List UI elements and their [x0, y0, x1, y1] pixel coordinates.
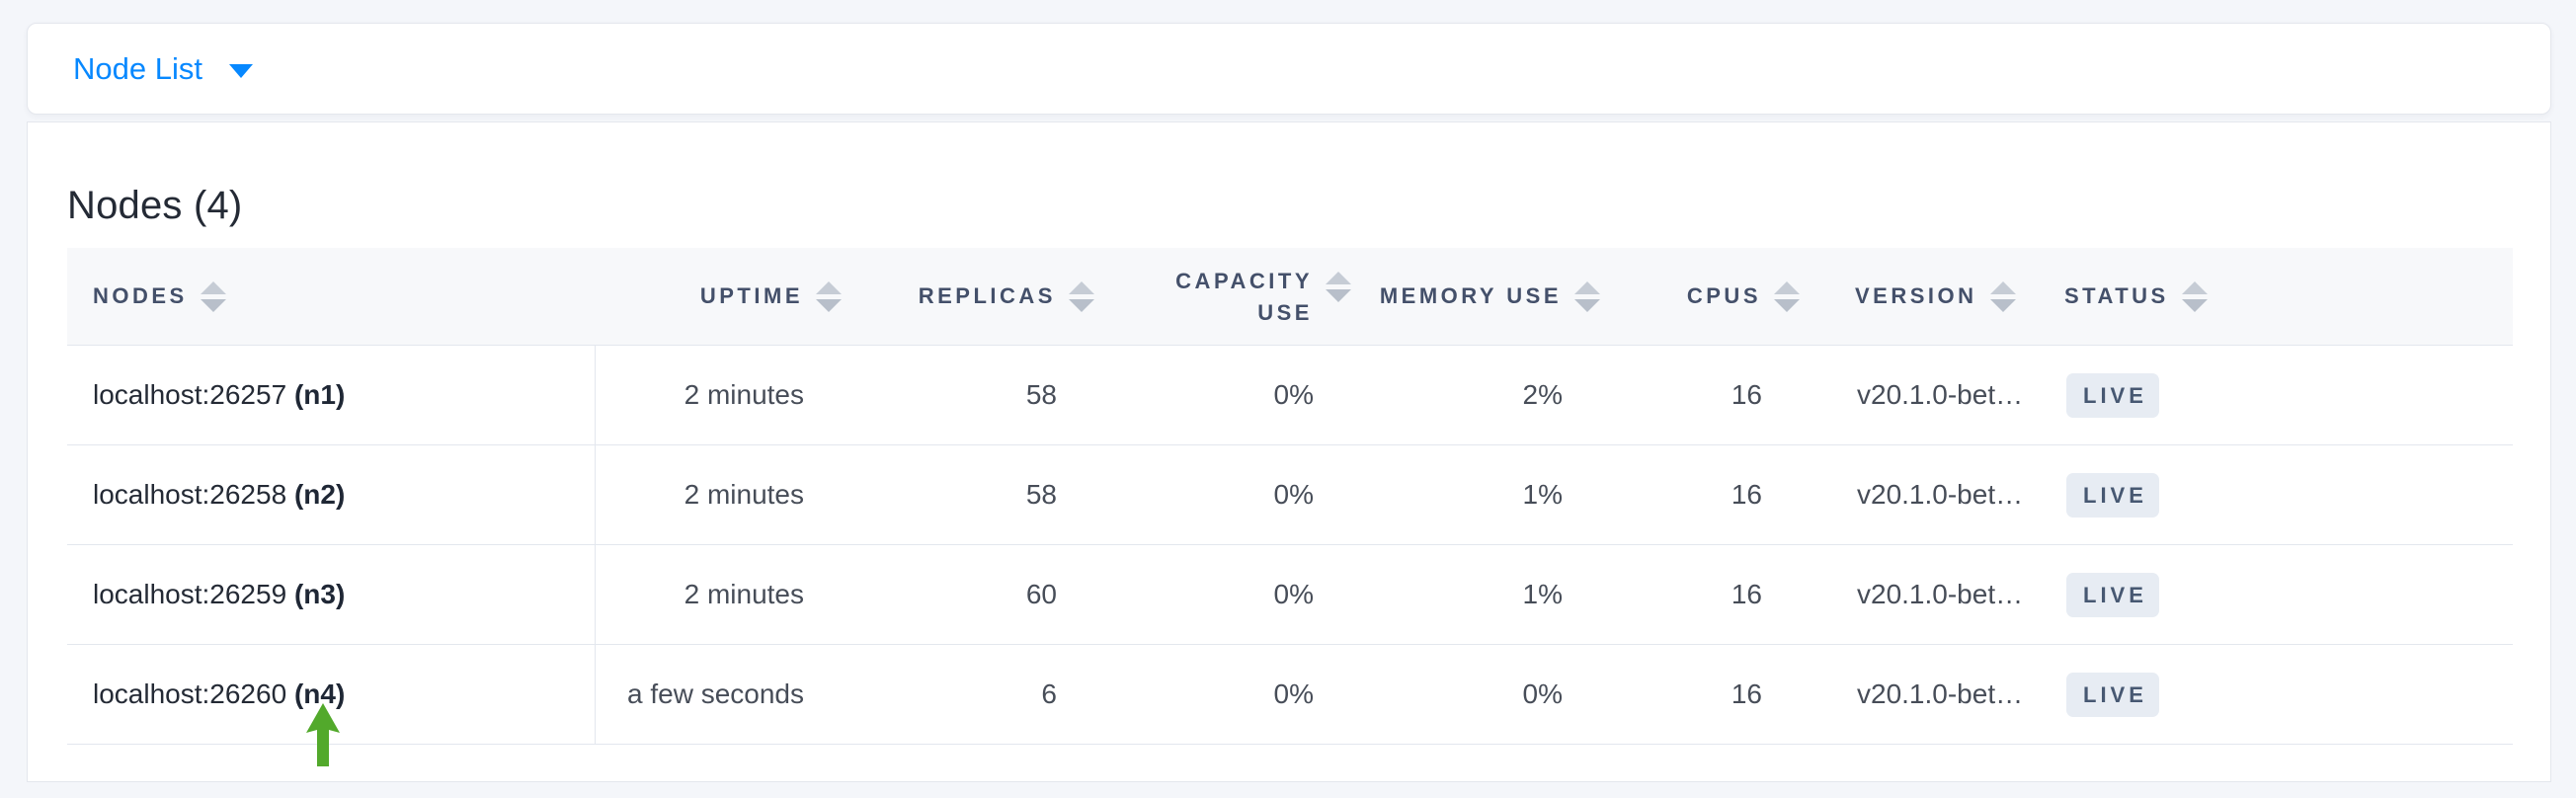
status-badge: LIVE [2066, 672, 2159, 717]
sort-icon [1774, 280, 1800, 312]
page-title: Nodes (4) [67, 184, 243, 227]
memory-use-cell: 1% [1397, 444, 1646, 545]
node-link[interactable]: localhost:26258 (n2) [93, 479, 346, 510]
version-cell: v20.1.0-bet… [1845, 544, 2054, 645]
cpus-cell: 16 [1646, 345, 1845, 445]
sort-icon [1069, 280, 1094, 312]
memory-use-cell: 2% [1397, 345, 1646, 445]
sort-icon [200, 280, 226, 312]
replicas-cell: 6 [887, 644, 1140, 745]
status-cell: LIVE [2054, 544, 2513, 645]
memory-use-cell: 0% [1397, 644, 1646, 745]
cpus-cell: 16 [1646, 544, 1845, 645]
table-row[interactable]: localhost:26260 (n4) a few seconds 6 0% … [67, 644, 2513, 745]
chevron-down-icon [228, 63, 253, 78]
column-header-replicas[interactable]: REPLICAS [887, 248, 1140, 346]
nodes-panel: Nodes (4) NODES UPTIME [27, 121, 2551, 782]
version-cell: v20.1.0-bet… [1845, 345, 2054, 445]
column-header-status[interactable]: STATUS [2054, 248, 2513, 346]
status-badge: LIVE [2066, 372, 2159, 418]
annotation-arrow-icon [306, 703, 340, 766]
status-cell: LIVE [2054, 345, 2513, 445]
node-link[interactable]: localhost:26257 (n1) [93, 379, 346, 410]
view-selector-bar: Node List [27, 23, 2551, 115]
node-link[interactable]: localhost:26260 (n4) [93, 678, 346, 709]
view-dropdown-label: Node List [73, 51, 202, 86]
view-dropdown[interactable]: Node List [73, 53, 253, 84]
column-header-capacity-use[interactable]: CAPACITY USE [1140, 248, 1397, 346]
status-cell: LIVE [2054, 444, 2513, 545]
column-header-nodes[interactable]: NODES [67, 248, 595, 346]
table-row[interactable]: localhost:26259 (n3) 2 minutes 60 0% 1% … [67, 544, 2513, 645]
uptime-cell: a few seconds [595, 644, 887, 745]
uptime-cell: 2 minutes [595, 345, 887, 445]
column-header-cpus[interactable]: CPUS [1646, 248, 1845, 346]
table-row[interactable]: localhost:26257 (n1) 2 minutes 58 0% 2% … [67, 345, 2513, 445]
cpus-cell: 16 [1646, 444, 1845, 545]
capacity-use-cell: 0% [1140, 644, 1397, 745]
table-header-row: NODES UPTIME REPLICAS [67, 248, 2513, 346]
sort-icon [1326, 272, 1351, 302]
capacity-use-cell: 0% [1140, 345, 1397, 445]
replicas-cell: 60 [887, 544, 1140, 645]
version-cell: v20.1.0-bet… [1845, 644, 2054, 745]
uptime-cell: 2 minutes [595, 444, 887, 545]
sort-icon [1574, 280, 1600, 312]
uptime-cell: 2 minutes [595, 544, 887, 645]
status-badge: LIVE [2066, 572, 2159, 617]
sort-icon [2181, 280, 2208, 312]
memory-use-cell: 1% [1397, 544, 1646, 645]
capacity-use-cell: 0% [1140, 544, 1397, 645]
sort-icon [816, 280, 842, 312]
node-link[interactable]: localhost:26259 (n3) [93, 579, 346, 609]
column-header-memory-use[interactable]: MEMORY USE [1380, 248, 1646, 346]
capacity-use-cell: 0% [1140, 444, 1397, 545]
column-header-uptime[interactable]: UPTIME [595, 248, 887, 346]
sort-icon [1989, 280, 2016, 312]
replicas-cell: 58 [887, 444, 1140, 545]
version-cell: v20.1.0-bet… [1845, 444, 2054, 545]
cpus-cell: 16 [1646, 644, 1845, 745]
column-header-version[interactable]: VERSION [1845, 248, 2054, 346]
table-row[interactable]: localhost:26258 (n2) 2 minutes 58 0% 1% … [67, 444, 2513, 545]
nodes-table: NODES UPTIME REPLICAS [67, 248, 2513, 745]
status-cell: LIVE [2054, 644, 2513, 745]
replicas-cell: 58 [887, 345, 1140, 445]
status-badge: LIVE [2066, 472, 2159, 518]
